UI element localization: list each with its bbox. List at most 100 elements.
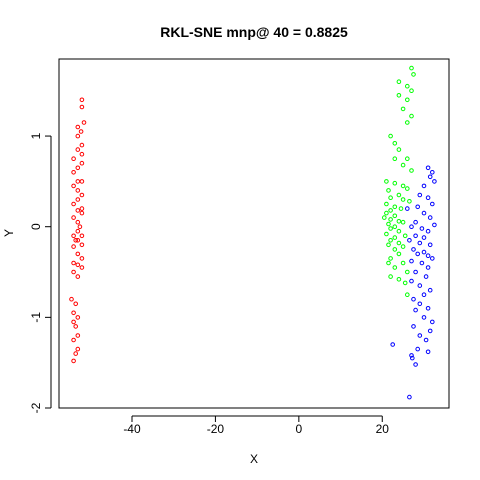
data-point: [388, 238, 393, 243]
data-point: [71, 201, 76, 207]
data-point: [407, 394, 412, 400]
data-point: [396, 93, 402, 98]
data-point: [81, 120, 87, 125]
data-point: [75, 165, 81, 171]
data-point: [71, 337, 76, 343]
data-point: [417, 333, 423, 338]
data-point: [425, 228, 431, 234]
data-point: [73, 301, 78, 307]
x-axis-label: X: [250, 452, 258, 466]
data-point: [388, 195, 393, 200]
data-point: [421, 183, 427, 189]
data-point: [73, 351, 78, 356]
data-point: [411, 247, 416, 252]
data-point: [400, 106, 406, 112]
data-point: [398, 206, 404, 211]
data-point: [79, 256, 85, 261]
data-point: [79, 206, 85, 211]
data-point: [430, 256, 435, 261]
data-point: [392, 180, 398, 186]
data-point: [405, 156, 410, 161]
data-point: [396, 240, 402, 246]
data-point: [411, 72, 416, 77]
data-point: [409, 353, 414, 358]
data-point: [79, 179, 85, 184]
data-point: [75, 133, 81, 139]
data-point: [405, 269, 410, 275]
data-point: [430, 201, 435, 207]
data-point: [392, 204, 398, 210]
data-point: [75, 262, 81, 268]
data-point: [413, 219, 418, 225]
data-point: [75, 274, 81, 279]
data-point: [419, 260, 425, 266]
data-point: [386, 221, 391, 227]
data-point: [75, 147, 81, 152]
data-point: [396, 192, 402, 198]
data-point: [75, 179, 81, 184]
data-point: [71, 183, 76, 189]
data-point: [421, 292, 427, 298]
data-point: [419, 226, 425, 231]
data-point: [413, 233, 418, 239]
data-point: [423, 274, 429, 279]
data-point: [396, 228, 402, 234]
data-point: [392, 156, 398, 161]
data-point: [421, 249, 427, 255]
data-point: [427, 287, 433, 293]
data-point: [430, 170, 435, 175]
data-point: [421, 235, 427, 240]
y-tick-label: -2: [29, 402, 43, 413]
plot-frame: [58, 58, 450, 409]
data-point: [392, 224, 398, 229]
data-point: [417, 192, 423, 198]
data-point: [73, 238, 78, 243]
y-axis: -2 -1 0 1: [29, 132, 52, 413]
data-point: [79, 242, 85, 248]
data-point: [75, 238, 81, 243]
data-point: [79, 210, 85, 216]
data-point: [71, 310, 76, 316]
data-point: [427, 215, 433, 220]
data-point: [402, 233, 408, 239]
data-point: [71, 260, 76, 266]
data-point: [405, 186, 410, 191]
data-point: [425, 306, 431, 311]
data-point: [409, 258, 414, 264]
data-point: [405, 97, 410, 103]
x-tick-label: 0: [295, 422, 302, 436]
data-point: [409, 168, 414, 173]
data-point: [77, 224, 83, 229]
data-point: [75, 315, 81, 320]
data-point: [384, 201, 389, 207]
data-point: [407, 238, 412, 243]
data-point: [396, 219, 402, 224]
chart-title: RKL-SNE mnp@ 40 = 0.8825: [160, 24, 348, 40]
data-point: [396, 147, 402, 152]
data-point: [75, 251, 81, 257]
data-point: [79, 160, 85, 166]
data-point: [388, 256, 393, 261]
data-point: [409, 224, 414, 229]
data-point: [427, 174, 433, 180]
data-point: [79, 192, 85, 198]
data-point: [71, 269, 76, 275]
data-point: [78, 129, 84, 134]
data-point: [79, 233, 85, 239]
data-point: [405, 83, 410, 89]
data-point: [392, 213, 398, 219]
y-tick-label: 0: [29, 223, 43, 230]
data-point: [71, 233, 76, 239]
data-point: [392, 265, 398, 270]
data-point: [413, 362, 418, 367]
data-point: [425, 165, 431, 171]
data-point: [79, 142, 85, 148]
data-point: [411, 296, 416, 302]
data-point: [400, 219, 406, 225]
data-point: [410, 355, 415, 361]
data-point: [427, 242, 433, 248]
data-point: [407, 199, 412, 204]
data-point: [417, 240, 423, 246]
data-point: [421, 315, 427, 320]
